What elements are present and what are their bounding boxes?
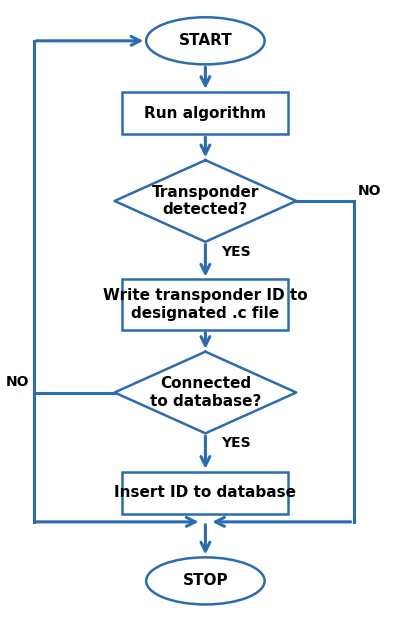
Ellipse shape bbox=[146, 17, 265, 64]
Text: YES: YES bbox=[221, 245, 251, 259]
FancyBboxPatch shape bbox=[122, 279, 288, 330]
Text: NO: NO bbox=[6, 376, 30, 389]
Polygon shape bbox=[115, 160, 296, 242]
Text: Connected
to database?: Connected to database? bbox=[150, 376, 261, 409]
Text: YES: YES bbox=[221, 436, 251, 450]
Text: Insert ID to database: Insert ID to database bbox=[115, 485, 296, 501]
Ellipse shape bbox=[146, 558, 265, 604]
FancyBboxPatch shape bbox=[122, 92, 288, 134]
Text: NO: NO bbox=[357, 184, 381, 198]
FancyBboxPatch shape bbox=[122, 472, 288, 514]
Text: Write transponder ID to
designated .c file: Write transponder ID to designated .c fi… bbox=[103, 288, 308, 321]
Text: STOP: STOP bbox=[182, 573, 228, 588]
Text: START: START bbox=[179, 33, 232, 48]
Text: Run algorithm: Run algorithm bbox=[144, 106, 267, 121]
Text: Transponder
detected?: Transponder detected? bbox=[152, 185, 259, 217]
Polygon shape bbox=[115, 352, 296, 433]
